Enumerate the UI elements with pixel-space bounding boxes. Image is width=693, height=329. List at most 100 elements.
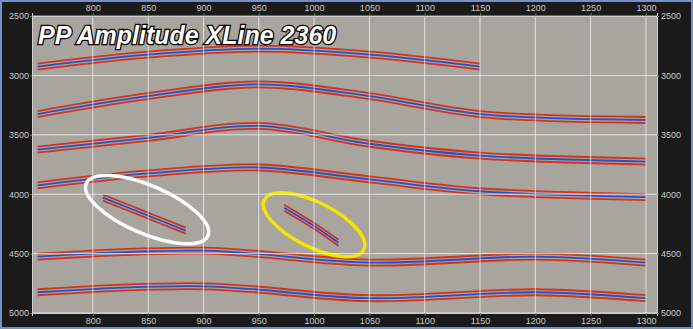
tick: 1150 <box>471 3 490 16</box>
tick: 3000 <box>9 71 32 81</box>
tick: 950 <box>252 3 267 16</box>
tick: 4500 <box>657 249 681 259</box>
grid-line-x <box>645 16 646 313</box>
tick-mark <box>203 13 204 16</box>
tick: 5000 <box>657 308 681 318</box>
horizon <box>38 167 646 197</box>
tick-label: 4500 <box>9 249 29 259</box>
tick-mark <box>30 16 32 17</box>
grid-line-x <box>203 16 204 313</box>
tick: 900 <box>196 313 211 326</box>
tick-label: 850 <box>141 316 156 326</box>
tick-label: 1050 <box>360 316 380 326</box>
tick-label: 5000 <box>9 308 29 318</box>
tick-mark <box>30 194 32 195</box>
tick: 3000 <box>657 71 681 81</box>
tick: 850 <box>141 3 156 16</box>
tick: 1250 <box>581 3 601 16</box>
annotation-ellipse <box>77 161 218 257</box>
grid-line-x <box>369 16 370 313</box>
tick-label: 1200 <box>526 3 546 13</box>
tick-label: 1300 <box>636 316 656 326</box>
tick-mark <box>657 254 659 255</box>
tick-mark <box>259 13 260 16</box>
tick: 3500 <box>657 130 681 140</box>
frame-bg <box>2 2 691 327</box>
tick: 1100 <box>416 3 435 16</box>
tick: 4500 <box>9 249 32 259</box>
grid-line-x <box>480 16 481 313</box>
axis-line <box>658 17 660 314</box>
tick: 1200 <box>526 3 546 16</box>
tick: 4000 <box>9 190 32 200</box>
horizon <box>284 211 338 246</box>
tick-label: 5000 <box>661 308 681 318</box>
grid-line-y <box>32 194 657 195</box>
tick-mark <box>30 135 32 136</box>
tick-label: 4000 <box>661 190 681 200</box>
tick: 950 <box>252 313 267 326</box>
tick: 1250 <box>581 313 601 326</box>
horizon <box>103 201 186 234</box>
tick-label: 1000 <box>305 3 325 13</box>
tick: 1100 <box>416 313 435 326</box>
grid-line-y <box>32 134 657 135</box>
y-axis-right: 2500 3000 3500 4000 4500 5000 <box>657 11 681 318</box>
tick-label: 3500 <box>661 130 681 140</box>
grid-line-y <box>32 253 657 254</box>
tick-mark <box>148 13 149 16</box>
tick-label: 1250 <box>581 316 601 326</box>
tick: 1050 <box>360 3 380 16</box>
tick-mark <box>657 194 659 195</box>
tick-label: 800 <box>86 316 101 326</box>
horizon <box>103 195 186 228</box>
tick-mark <box>30 75 32 76</box>
tick: 800 <box>86 313 101 326</box>
tick-label: 900 <box>196 316 211 326</box>
tick: 850 <box>141 313 156 326</box>
tick: 800 <box>86 3 101 16</box>
tick: 1200 <box>526 313 546 326</box>
tick: 1300 <box>636 3 656 16</box>
tick-label: 850 <box>141 3 156 13</box>
tick-label: 1000 <box>305 316 325 326</box>
grid-line-x <box>535 16 536 313</box>
tick-label: 1250 <box>581 3 601 13</box>
grid-line-x <box>258 16 259 313</box>
tick-mark <box>591 13 592 16</box>
tick-label: 1150 <box>471 3 490 13</box>
tick: 3500 <box>9 130 32 140</box>
tick-label: 3000 <box>661 71 681 81</box>
chart: 800 850 900 950 1000 1050 1100 1150 1200 1250 1300… <box>0 0 693 329</box>
horizon <box>103 198 186 231</box>
axis-line <box>33 314 658 317</box>
tick: 1150 <box>471 313 490 326</box>
horizon <box>38 289 646 301</box>
axis-line <box>30 17 33 314</box>
tick-label: 1050 <box>360 3 380 13</box>
tick-mark <box>30 254 32 255</box>
grid-line-x <box>590 16 591 313</box>
tick: 1050 <box>360 313 380 326</box>
tick-mark <box>93 13 94 16</box>
tick: 1300 <box>636 313 656 326</box>
tick-label: 2500 <box>661 11 681 21</box>
tick-mark <box>480 13 481 16</box>
title: PP Amplitude XLine 2360 <box>38 21 336 49</box>
tick-mark <box>30 313 32 314</box>
tick-mark <box>657 135 659 136</box>
tick-mark <box>657 313 659 314</box>
grid-line-x <box>148 16 149 313</box>
tick: 4000 <box>657 190 681 200</box>
tick-label: 1100 <box>416 316 435 326</box>
tick-label: 800 <box>86 3 101 13</box>
grid-line-x <box>314 16 315 313</box>
plot-area <box>32 16 657 313</box>
tick-mark <box>535 13 536 16</box>
y-axis-left: 250030003500400045005000 <box>9 11 33 318</box>
tick-label: 1300 <box>636 3 656 13</box>
tick-label: 950 <box>252 316 267 326</box>
tick-label: 4000 <box>9 190 29 200</box>
grid <box>32 16 657 313</box>
tick-label: 1200 <box>526 316 546 326</box>
